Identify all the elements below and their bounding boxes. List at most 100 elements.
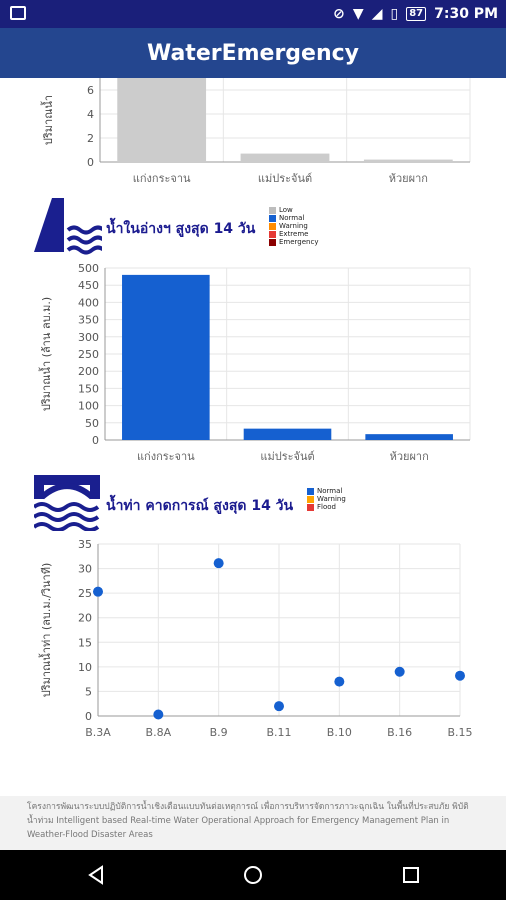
y-tick-label: 35 bbox=[78, 538, 92, 551]
y-tick-label: 350 bbox=[78, 314, 99, 327]
y-tick-label: 150 bbox=[78, 382, 99, 395]
y-tick-label: 10 bbox=[78, 661, 92, 674]
section-runoff-title: น้ำท่า คาดการณ์ สูงสุด 14 วัน bbox=[106, 498, 294, 514]
legend-swatch bbox=[269, 238, 276, 246]
bar bbox=[363, 159, 453, 162]
legend-item: Extreme bbox=[269, 230, 318, 238]
scatter-point bbox=[213, 558, 224, 569]
status-icons: ⊘ ▼ ◢ ▯ 87 7:30 PM bbox=[333, 4, 498, 24]
y-tick-label: 400 bbox=[78, 296, 99, 309]
y-tick-label: 0 bbox=[85, 710, 92, 723]
x-tick-label: แม่ประจันต์ bbox=[258, 172, 312, 185]
legend-swatch bbox=[269, 230, 276, 238]
legend-label: Flood bbox=[317, 503, 336, 511]
legend-label: Low bbox=[279, 206, 293, 214]
y-tick-label: 5 bbox=[85, 685, 92, 698]
chart-reservoir-top: 0 2 4 6 แก่งกระจาน แม่ประจันต์ ห้วยผาก ปริมาณน้… bbox=[0, 78, 506, 198]
home-icon bbox=[244, 866, 262, 884]
x-tick-label: ห้วยผาก bbox=[389, 172, 428, 185]
legend-swatch bbox=[307, 487, 314, 495]
legend-label: Emergency bbox=[279, 238, 319, 246]
recents-icon bbox=[403, 867, 419, 883]
battery-icon: 87 bbox=[406, 7, 427, 21]
bar bbox=[365, 434, 453, 440]
legend-item: Emergency bbox=[269, 238, 318, 246]
legend-swatch bbox=[269, 214, 276, 222]
scatter-point bbox=[93, 586, 103, 597]
x-tick-label: B.9 bbox=[210, 726, 228, 739]
content-scroll[interactable]: 0 2 4 6 แก่งกระจาน แม่ประจันต์ ห้วยผาก ปริมาณน้… bbox=[0, 78, 506, 850]
app-bar: WaterEmergency bbox=[0, 28, 506, 78]
x-tick-label: B.15 bbox=[447, 726, 472, 739]
y-tick-label: 25 bbox=[78, 587, 92, 600]
nav-bar bbox=[0, 850, 506, 900]
scatter-point bbox=[394, 666, 405, 677]
y-tick-label: 500 bbox=[78, 262, 99, 275]
y-tick-label: 2 bbox=[87, 132, 94, 145]
back-button[interactable] bbox=[66, 850, 126, 900]
legend-label: Normal bbox=[279, 214, 305, 222]
legend-item: Warning bbox=[269, 222, 318, 230]
y-tick-label: 15 bbox=[78, 636, 92, 649]
bar bbox=[122, 274, 210, 440]
bar bbox=[243, 428, 332, 440]
section-reservoir-header: น้ำในอ่างฯ สูงสุด 14 วัน Low Normal Warnin… bbox=[30, 196, 490, 256]
legend-item: Normal bbox=[269, 214, 318, 222]
image-icon bbox=[10, 6, 26, 20]
scatter-point bbox=[455, 670, 465, 681]
y-tick-label: 50 bbox=[85, 417, 99, 430]
legend-label: Warning bbox=[279, 222, 308, 230]
x-tick-label: B.11 bbox=[266, 726, 291, 739]
chart-runoff: 0 5 10 15 20 25 30 35 B.3A B.8A B.9 B.11 B.10 B.16 B.1… bbox=[0, 533, 506, 758]
y-tick-label: 30 bbox=[78, 563, 92, 576]
sim-icon: ▯ bbox=[390, 6, 399, 22]
legend-reservoir: Low Normal Warning Extreme Emergency bbox=[269, 206, 318, 246]
bar-chart-1: 0 2 4 6 แก่งกระจาน แม่ประจันต์ ห้วยผาก ปริมาณน้… bbox=[40, 78, 471, 185]
y-tick-label: 450 bbox=[78, 279, 99, 292]
x-tick-label: แก่งกระจาน bbox=[137, 450, 195, 463]
legend-item: Low bbox=[269, 206, 318, 214]
y-tick-label: 6 bbox=[87, 84, 94, 97]
legend-swatch bbox=[269, 206, 276, 214]
status-bar: ⊘ ▼ ◢ ▯ 87 7:30 PM bbox=[0, 0, 506, 28]
x-tick-label: B.3A bbox=[85, 726, 111, 739]
app-title: WaterEmergency bbox=[146, 40, 360, 66]
y-tick-label: 0 bbox=[87, 156, 94, 169]
legend-runoff: Normal Warning Flood bbox=[307, 487, 346, 511]
home-button[interactable] bbox=[223, 850, 283, 900]
scatter-point bbox=[153, 709, 164, 720]
y-tick-label: 300 bbox=[78, 331, 99, 344]
scatter-chart: 0 5 10 15 20 25 30 35 B.3A B.8A B.9 B.11 B.10 B.16 B.1… bbox=[38, 538, 473, 739]
legend-swatch bbox=[307, 503, 314, 511]
bar bbox=[240, 153, 330, 162]
y-tick-label: 0 bbox=[92, 434, 99, 447]
signal-icon: ◢ bbox=[371, 6, 383, 22]
y-axis-label: ปริมาณน้ำท่า (ลบ.ม./วินาที) bbox=[38, 563, 53, 698]
legend-label: Extreme bbox=[279, 230, 309, 238]
scatter-point bbox=[274, 701, 284, 712]
section-reservoir-title: น้ำในอ่างฯ สูงสุด 14 วัน bbox=[106, 221, 256, 237]
x-tick-label: แก่งกระจาน bbox=[133, 172, 191, 185]
y-tick-label: 20 bbox=[78, 612, 92, 625]
y-tick-label: 4 bbox=[87, 108, 94, 121]
status-time: 7:30 PM bbox=[434, 6, 498, 22]
dnd-icon: ⊘ bbox=[333, 6, 345, 22]
recents-button[interactable] bbox=[381, 850, 441, 900]
legend-swatch bbox=[307, 495, 314, 503]
y-tick-label: 250 bbox=[78, 348, 99, 361]
section-runoff-header: น้ำท่า คาดการณ์ สูงสุด 14 วัน Normal Warn… bbox=[30, 473, 490, 533]
legend-label: Warning bbox=[317, 495, 346, 503]
dam-icon bbox=[34, 198, 102, 255]
back-icon bbox=[88, 865, 103, 885]
x-tick-label: B.10 bbox=[327, 726, 352, 739]
wifi-icon: ▼ bbox=[352, 6, 364, 22]
legend-swatch bbox=[269, 222, 276, 230]
bar bbox=[117, 78, 207, 162]
legend-item: Flood bbox=[307, 503, 346, 511]
river-icon bbox=[34, 475, 100, 531]
legend-label: Normal bbox=[317, 487, 343, 495]
x-tick-label: แม่ประจันต์ bbox=[260, 450, 314, 463]
bar-chart-2: 0 50 100 150 200 250 300 350 400 450 500 แก่งกระจาน… bbox=[38, 262, 471, 463]
legend-item: Warning bbox=[307, 495, 346, 503]
x-tick-label: ห้วยผาก bbox=[390, 450, 429, 463]
